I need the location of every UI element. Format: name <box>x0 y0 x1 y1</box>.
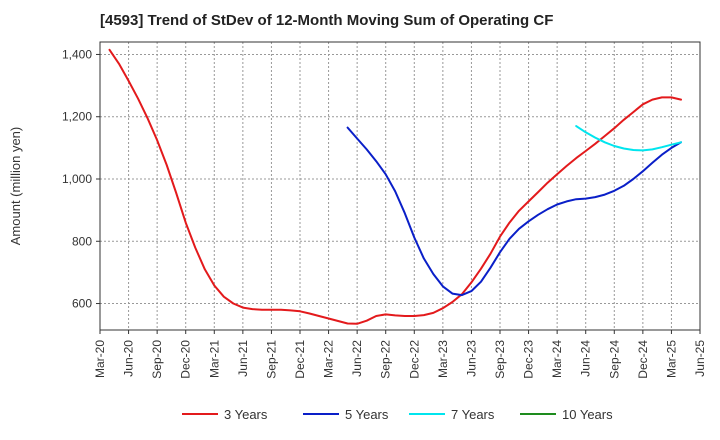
x-tick-label: Sep-23 <box>493 340 507 379</box>
legend-label: 5 Years <box>345 407 389 422</box>
x-tick-label: Dec-20 <box>179 340 193 379</box>
chart-title: [4593] Trend of StDev of 12-Month Moving… <box>100 12 554 29</box>
x-tick-label: Sep-24 <box>607 340 621 379</box>
x-tick-label: Dec-23 <box>522 340 536 379</box>
x-tick-label: Mar-23 <box>436 340 450 378</box>
y-axis-title: Amount (million yen) <box>8 127 23 246</box>
x-tick-label: Sep-22 <box>379 340 393 379</box>
axis-layer: 600 800 1,000 1,200 1,400 Mar-20 Jun-20 Sep-20 D… <box>8 41 707 379</box>
x-tick-label: Jun-20 <box>122 340 136 377</box>
grid-layer <box>100 42 700 330</box>
x-tick-label: Mar-22 <box>322 340 336 378</box>
series-line-7-years <box>575 125 682 152</box>
series-layer <box>108 48 682 325</box>
legend-layer: 3 Years 5 Years 7 Years 10 Years <box>182 407 613 422</box>
y-tick-label: 600 <box>72 297 92 311</box>
y-tick-label: 800 <box>72 234 92 248</box>
series-line-5-years <box>346 126 682 297</box>
plot-frame <box>99 41 701 331</box>
y-tick-label: 1,000 <box>62 172 92 186</box>
x-tick-label: Jun-21 <box>236 340 250 377</box>
x-tick-label: Sep-21 <box>264 340 278 379</box>
x-tick-label: Dec-21 <box>293 340 307 379</box>
legend-label: 3 Years <box>224 407 268 422</box>
x-tick-label: Dec-22 <box>407 340 421 379</box>
x-tick-label: Jun-23 <box>464 340 478 377</box>
x-tick-label: Mar-21 <box>207 340 221 378</box>
x-tick-label: Dec-24 <box>636 340 650 379</box>
legend-label: 10 Years <box>562 407 613 422</box>
y-tick-label: 1,200 <box>62 110 92 124</box>
x-tick-label: Jun-22 <box>350 340 364 377</box>
y-tick-label: 1,400 <box>62 47 92 61</box>
x-tick-label: Sep-20 <box>150 340 164 379</box>
x-tick-label: Mar-20 <box>93 340 107 378</box>
x-tick-label: Mar-25 <box>664 340 678 378</box>
x-tick-label: Jun-24 <box>579 340 593 377</box>
series-line-3-years <box>108 48 682 325</box>
legend-label: 7 Years <box>451 407 495 422</box>
x-tick-label: Jun-25 <box>693 340 707 377</box>
x-tick-label: Mar-24 <box>550 340 564 378</box>
